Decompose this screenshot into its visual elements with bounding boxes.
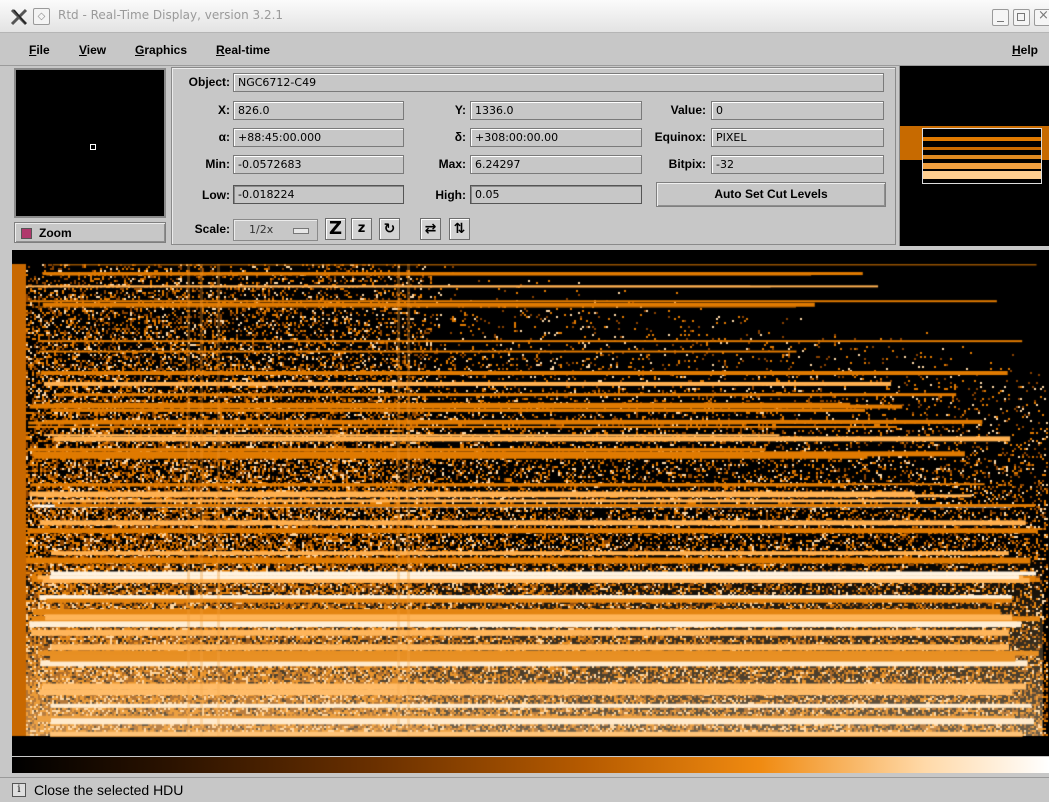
zoom-in-button[interactable]: Z [325, 218, 346, 240]
delta-label: δ: [454, 130, 466, 144]
window-title: Rtd - Real-Time Display, version 3.2.1 [58, 8, 284, 22]
delta-field: +308:00:00.00 [470, 128, 642, 147]
min-label: Min: [205, 157, 230, 171]
zoom-checkbox-icon[interactable] [21, 228, 32, 239]
zoom-in-icon: Z [328, 218, 343, 239]
zoom-label: Zoom [39, 226, 72, 240]
y-field: 1336.0 [470, 101, 642, 120]
scale-label: Scale: [194, 222, 230, 236]
object-field: NGC6712-C49 [233, 73, 884, 92]
high-cut-input[interactable]: 0.05 [470, 185, 642, 204]
equinox-label: Equinox: [654, 130, 706, 144]
flip-y-icon: ⇅ [453, 221, 466, 237]
menu-bar: File View Graphics Real-time Help [0, 33, 1049, 66]
colorbar[interactable] [12, 757, 1049, 773]
fits-image-canvas[interactable] [12, 250, 1049, 756]
title-bar[interactable]: ◇ Rtd - Real-Time Display, version 3.2.1 [0, 0, 1049, 33]
bitpix-label: Bitpix: [668, 157, 706, 171]
min-field: -0.0572683 [233, 155, 404, 174]
panner[interactable] [899, 66, 1049, 246]
value-label: Value: [670, 103, 706, 117]
low-label: Low: [202, 188, 230, 202]
zoom-cursor-marker [90, 144, 96, 150]
flip-y-button[interactable]: ⇅ [449, 218, 470, 240]
y-label: Y: [454, 103, 466, 117]
info-panel [171, 67, 896, 245]
alpha-field: +88:45:00.000 [233, 128, 404, 147]
max-field: 6.24297 [470, 155, 642, 174]
equinox-field: PIXEL [711, 128, 884, 147]
flip-x-button[interactable]: ⇄ [420, 218, 441, 240]
bitpix-field: -32 [711, 155, 884, 174]
low-cut-input[interactable]: -0.018224 [233, 185, 404, 204]
option-menu-indicator-icon [293, 228, 309, 234]
x-label: X: [218, 103, 230, 117]
menu-real-time[interactable]: Real-time [216, 43, 271, 57]
scale-value: 1/2x [249, 223, 274, 236]
maximize-button[interactable] [1013, 9, 1030, 26]
menu-view[interactable]: View [79, 43, 107, 57]
x-field: 826.0 [233, 101, 404, 120]
minimize-button[interactable] [992, 9, 1009, 26]
alpha-label: α: [218, 130, 230, 144]
status-message: Close the selected HDU [34, 782, 184, 798]
rotate-icon: ↻ [383, 221, 396, 237]
zoom-out-button[interactable]: z [351, 218, 372, 240]
zoom-view [14, 68, 166, 218]
scale-menu[interactable]: 1/2x [233, 219, 318, 241]
value-field: 0 [711, 101, 884, 120]
menu-file[interactable]: File [29, 43, 50, 57]
zoom-out-icon: z [357, 221, 366, 236]
rotate-button[interactable]: ↻ [379, 218, 400, 240]
status-bar: i Close the selected HDU [0, 777, 1049, 802]
image-display[interactable] [12, 250, 1049, 756]
object-label: Object: [188, 75, 230, 89]
info-icon: i [12, 783, 26, 797]
max-label: Max: [438, 157, 466, 171]
auto-set-cut-levels-button[interactable]: Auto Set Cut Levels [656, 182, 886, 207]
window-menu-icon[interactable]: ◇ [33, 8, 50, 25]
menu-graphics[interactable]: Graphics [135, 43, 188, 57]
menu-help[interactable]: Help [1012, 43, 1039, 57]
high-label: High: [435, 188, 466, 202]
x-logo-icon[interactable] [10, 8, 28, 26]
close-button[interactable] [1034, 8, 1049, 26]
flip-x-icon: ⇄ [424, 221, 437, 237]
panner-thumbnail[interactable] [922, 128, 1042, 184]
zoom-toggle[interactable]: Zoom [14, 222, 166, 243]
